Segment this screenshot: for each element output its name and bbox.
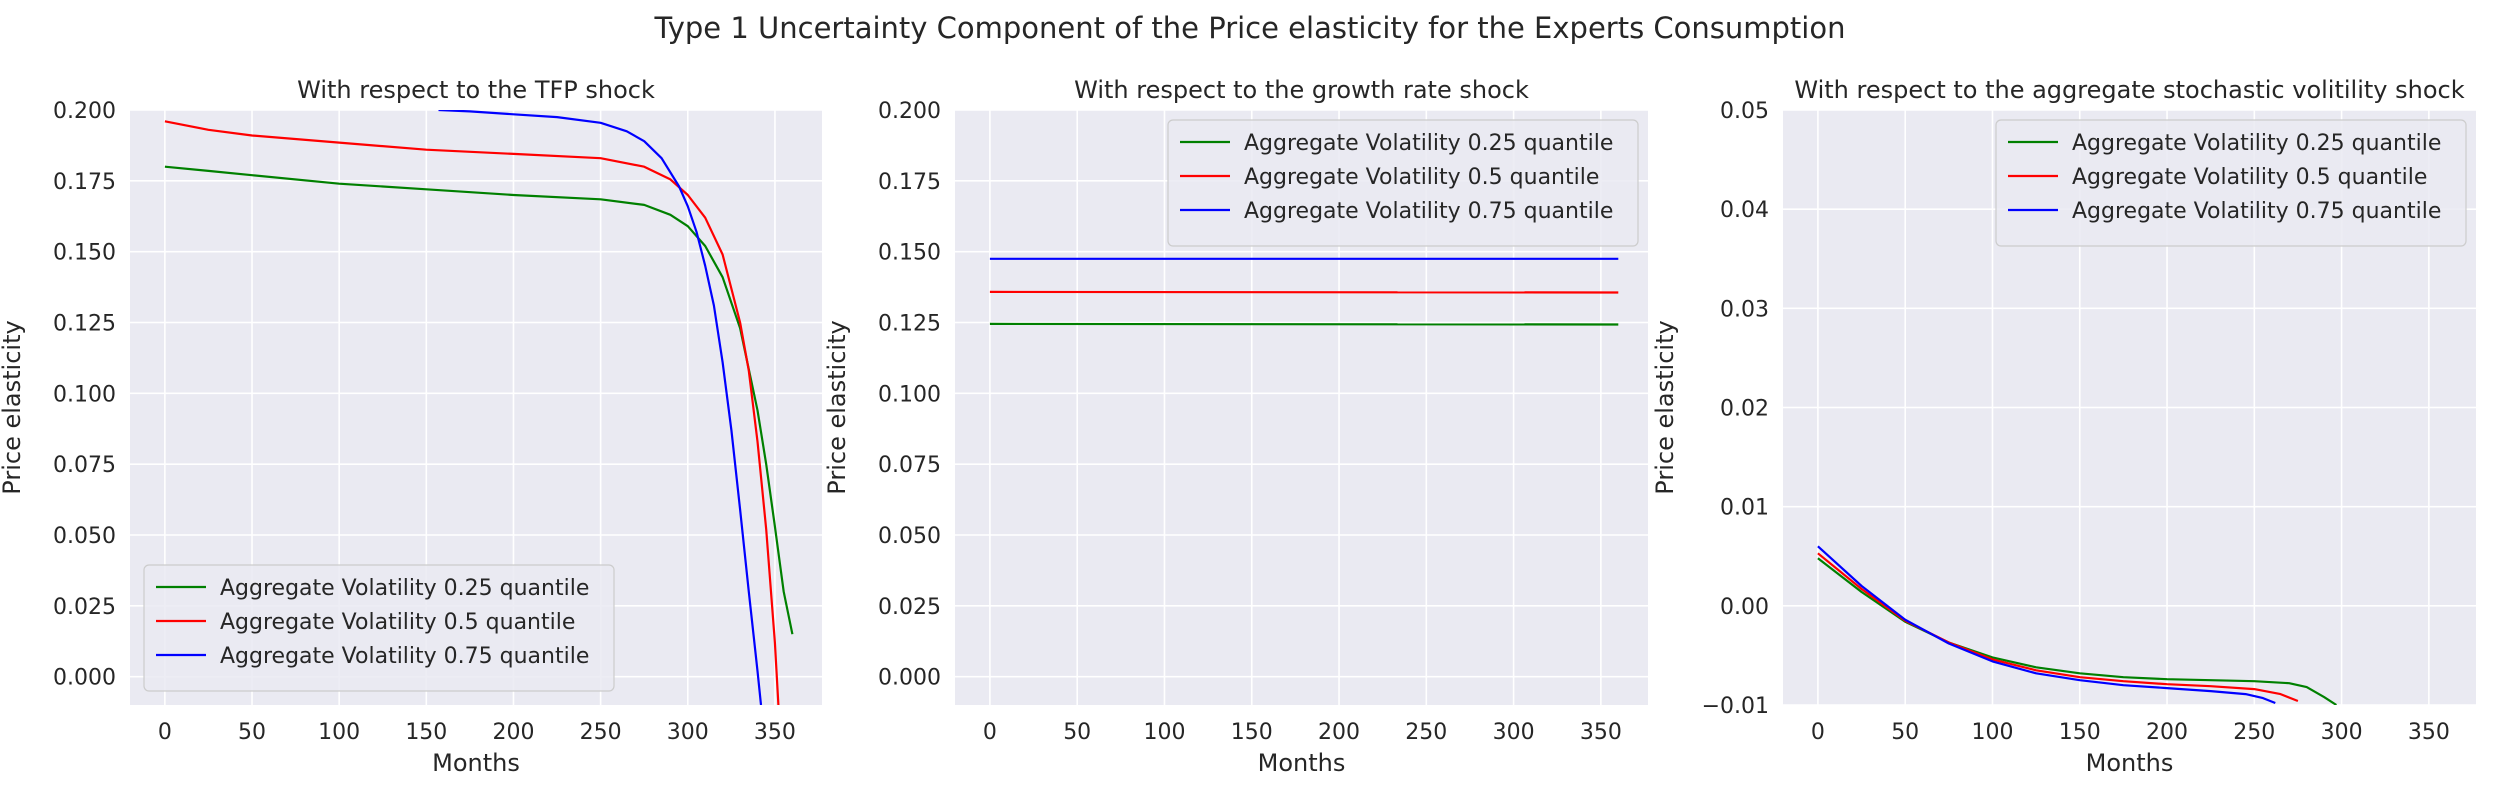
- y-axis-label: Price elasticity: [823, 320, 851, 494]
- x-tick-label: 250: [1405, 720, 1447, 745]
- legend-box: [143, 564, 615, 692]
- x-tick-label: 0: [1811, 720, 1825, 745]
- series-line-3: [1817, 545, 2276, 705]
- legend-entry: Aggregate Volatility 0.5 quantile: [2072, 165, 2427, 190]
- legend: Aggregate Volatility 0.25 quantile Aggreg…: [1995, 119, 2467, 247]
- x-tick-label: 250: [580, 720, 622, 745]
- legend-entry: Aggregate Volatility 0.25 quantile: [1244, 131, 1613, 156]
- x-tick-label: 200: [1318, 720, 1360, 745]
- y-tick-label: 0.075: [53, 453, 116, 478]
- x-axis-label: Months: [432, 749, 520, 777]
- y-tick-label: 0.000: [53, 666, 116, 691]
- x-tick-label: 100: [1143, 720, 1185, 745]
- legend-box: [1995, 119, 2467, 247]
- y-tick-label: 0.150: [53, 241, 116, 266]
- panel-title: With respect to the growth rate shock: [1074, 76, 1529, 104]
- y-tick-label: 0.100: [878, 382, 941, 407]
- y-tick-label: 0.200: [878, 99, 941, 124]
- series-line-3: [438, 110, 763, 705]
- y-tick-label: 0.02: [1720, 397, 1769, 422]
- y-tick-label: 0.100: [53, 382, 116, 407]
- x-tick-label: 0: [158, 720, 172, 745]
- y-axis-label: Price elasticity: [0, 320, 26, 494]
- x-tick-label: 50: [1063, 720, 1091, 745]
- y-tick-label: 0.050: [878, 524, 941, 549]
- y-tick-label: −0.01: [1702, 694, 1769, 719]
- y-tick-label: 0.075: [878, 453, 941, 478]
- y-tick-label: 0.025: [53, 595, 116, 620]
- x-tick-label: 350: [2408, 720, 2450, 745]
- x-tick-label: 300: [667, 720, 709, 745]
- x-axis-label: Months: [2086, 749, 2174, 777]
- series-lines: [164, 110, 794, 705]
- y-tick-label: 0.03: [1720, 297, 1769, 322]
- x-axis-label: Months: [1258, 749, 1346, 777]
- legend-entry: Aggregate Volatility 0.25 quantile: [2072, 131, 2441, 156]
- legend-entry: Aggregate Volatility 0.25 quantile: [220, 576, 589, 601]
- chart-panel-2: 0 50 100 150 200 250 300 350 0.000 0.025 0.050 0.07…: [823, 76, 1648, 777]
- panels: 0 50 100 150 200 250 300 3500.0000.0250.0500.07…: [0, 76, 2476, 777]
- x-tick-label: 100: [1971, 720, 2013, 745]
- y-tick-label: 0.175: [878, 170, 941, 195]
- x-tick-label: 150: [1231, 720, 1273, 745]
- y-tick-label: 0.125: [878, 312, 941, 337]
- x-tick-label: 200: [2146, 720, 2188, 745]
- y-tick-label: 0.050: [53, 524, 116, 549]
- x-tick-label: 350: [1580, 720, 1622, 745]
- series-lines: [989, 257, 1619, 326]
- x-tick-label: 300: [1493, 720, 1535, 745]
- legend-entry: Aggregate Volatility 0.75 quantile: [220, 644, 589, 669]
- y-axis-label: Price elasticity: [1651, 320, 1679, 494]
- y-tick-label: 0.01: [1720, 496, 1769, 521]
- figure-title: Type 1 Uncertainty Component of the Pric…: [654, 11, 1846, 45]
- legend-box: [1167, 119, 1639, 247]
- series-line-1: [164, 165, 794, 635]
- x-tick-label: 50: [1891, 720, 1919, 745]
- y-tick-label: 0.125: [53, 312, 116, 337]
- legend-entry: Aggregate Volatility 0.75 quantile: [2072, 199, 2441, 224]
- y-tick-label: 0.00: [1720, 595, 1769, 620]
- x-tick-label: 50: [238, 720, 266, 745]
- x-tick-label: 350: [754, 720, 796, 745]
- series-lines: [1817, 545, 2337, 705]
- legend: Aggregate Volatility 0.25 quantile Aggreg…: [143, 564, 615, 692]
- y-tick-label: 0.175: [53, 170, 116, 195]
- legend-entry: Aggregate Volatility 0.5 quantile: [1244, 165, 1599, 190]
- chart-panel-1: 0 50 100 150 200 250 300 350 0.000 0.025 0.050 0.07…: [0, 76, 822, 777]
- x-tick-label: 150: [405, 720, 447, 745]
- y-tick-label: 0.000: [878, 666, 941, 691]
- x-tick-label: 200: [492, 720, 534, 745]
- y-tick-label: 0.200: [53, 99, 116, 124]
- x-tick-label: 150: [2059, 720, 2101, 745]
- x-tick-label: 250: [2233, 720, 2275, 745]
- x-tick-label: 300: [2321, 720, 2363, 745]
- y-tick-label: 0.150: [878, 241, 941, 266]
- panel-title: With respect to the TFP shock: [297, 76, 655, 104]
- y-tick-label: 0.025: [878, 595, 941, 620]
- panel-title: With respect to the aggregate stochastic…: [1794, 76, 2464, 104]
- y-tick-label: 0.05: [1720, 99, 1769, 124]
- series-line-1: [989, 322, 1619, 326]
- x-tick-label: 0: [983, 720, 997, 745]
- legend-entry: Aggregate Volatility 0.75 quantile: [1244, 199, 1613, 224]
- chart-panel-3: 0 50 100 150 200 250 300 350 −0.01 0.00 0.01 0.02 0.…: [1651, 76, 2476, 777]
- legend-entry: Aggregate Volatility 0.5 quantile: [220, 610, 575, 635]
- series-line-2: [989, 290, 1619, 294]
- x-tick-label: 100: [318, 720, 360, 745]
- y-tick-label: 0.04: [1720, 198, 1769, 223]
- legend: Aggregate Volatility 0.25 quantile Aggreg…: [1167, 119, 1639, 247]
